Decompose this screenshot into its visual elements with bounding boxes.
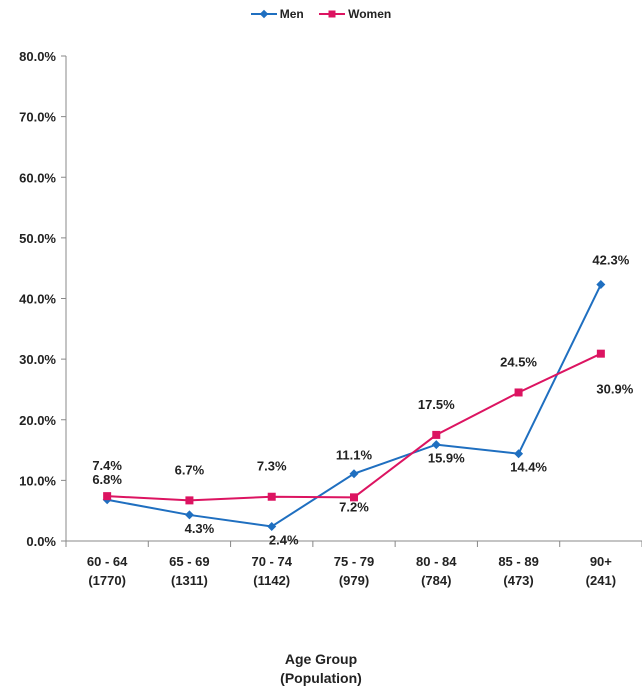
data-label-women: 30.9% (596, 382, 633, 397)
y-tick-label: 10.0% (19, 473, 56, 488)
data-point-men (267, 521, 277, 531)
data-point-men (349, 469, 359, 479)
y-tick-label: 20.0% (19, 413, 56, 428)
x-axis-title: Age Group (Population) (0, 650, 642, 688)
legend-label-men: Men (279, 7, 304, 21)
data-label-men: 42.3% (592, 253, 629, 268)
x-tick-label-population: (1770) (88, 573, 126, 588)
legend: Men Women (0, 4, 642, 21)
data-label-women: 17.5% (418, 397, 455, 412)
data-point-men (514, 449, 524, 459)
data-point-women (514, 388, 523, 397)
data-point-men (184, 510, 194, 520)
series-line-men (106, 284, 602, 528)
x-axis-title-line-2: (Population) (280, 670, 362, 686)
x-tick-label: 65 - 69 (169, 554, 209, 569)
x-tick-label-population: (1311) (171, 573, 208, 588)
data-label-men: 2.4% (269, 532, 299, 547)
x-axis-title-line-1: Age Group (284, 651, 358, 667)
data-point-women (103, 492, 112, 501)
data-point-women (267, 492, 276, 501)
y-tick-label: 70.0% (19, 110, 56, 125)
x-tick-label-population: (979) (339, 573, 369, 588)
y-tick-label: 50.0% (19, 231, 56, 246)
x-tick-label-population: (784) (421, 573, 451, 588)
data-label-men: 11.1% (336, 448, 373, 463)
x-tick-label-population: (241) (586, 573, 616, 588)
legend-item-men: Men (250, 7, 304, 21)
data-label-women: 7.2% (339, 499, 369, 514)
legend-label-women: Women (348, 7, 392, 21)
legend-item-women: Women (319, 7, 391, 21)
x-tick-label: 60 - 64 (87, 554, 128, 569)
data-point-women (432, 430, 441, 439)
data-label-women: 7.4% (92, 458, 122, 473)
x-tick-label-population: (473) (503, 573, 533, 588)
y-tick-label: 40.0% (19, 292, 56, 307)
legend-swatch-women (319, 10, 346, 18)
legend-swatch-men (250, 9, 277, 19)
x-tick-label: 90+ (590, 554, 612, 569)
data-point-women (350, 493, 358, 502)
data-point-men (596, 280, 606, 290)
y-tick-label: 30.0% (19, 352, 56, 367)
data-label-men: 6.8% (92, 472, 122, 487)
data-point-women (185, 496, 194, 505)
data-label-women: 6.7% (175, 462, 205, 477)
data-label-men: 14.4% (510, 460, 547, 475)
data-label-men: 15.9% (428, 451, 465, 466)
data-point-men (431, 440, 441, 450)
x-tick-label-population: (1142) (253, 573, 290, 588)
data-label-women: 24.5% (500, 354, 537, 369)
data-label-men: 4.3% (185, 521, 215, 536)
data-label-women: 7.3% (257, 459, 287, 474)
x-tick-label: 85 - 89 (498, 554, 538, 569)
data-point-women (596, 349, 605, 358)
series-line-women (107, 352, 602, 502)
x-tick-label: 75 - 79 (334, 554, 374, 569)
x-tick-label: 80 - 84 (416, 554, 457, 569)
y-tick-label: 80.0% (19, 49, 56, 64)
y-tick-label: 0.0% (26, 534, 56, 549)
y-tick-label: 60.0% (19, 170, 56, 185)
x-tick-label: 70 - 74 (251, 554, 292, 569)
